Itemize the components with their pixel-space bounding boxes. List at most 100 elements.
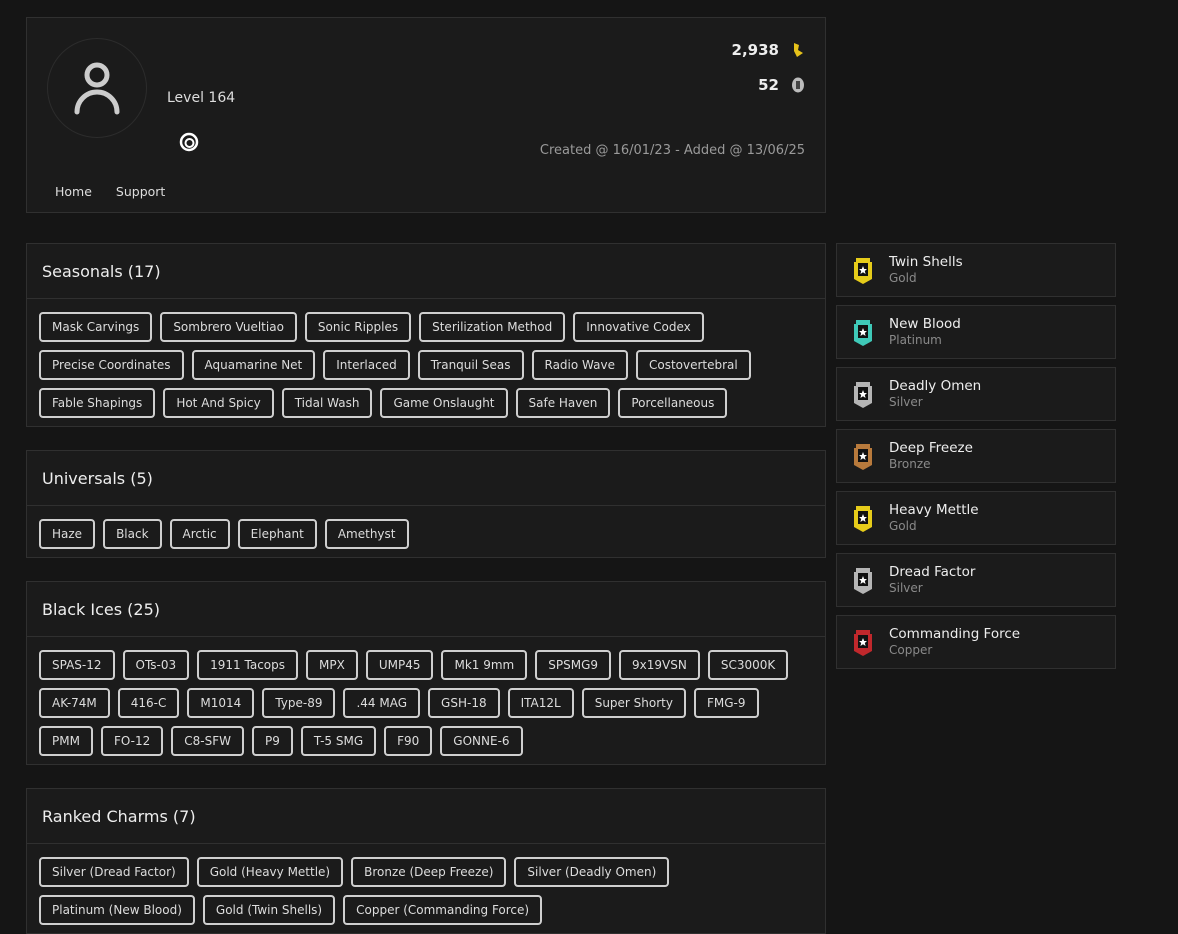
item-tag[interactable]: Sombrero Vueltiao xyxy=(160,312,297,342)
item-tag[interactable]: Haze xyxy=(39,519,96,549)
item-tag[interactable]: Silver (Dread Factor) xyxy=(39,857,189,887)
item-tag[interactable]: OTs-03 xyxy=(122,650,190,680)
profile-nav: Home Support xyxy=(55,184,165,199)
item-tag[interactable]: UMP45 xyxy=(365,650,434,680)
section-title: Universals (5) xyxy=(27,451,825,506)
created-date: Created @ 16/01/23 - Added @ 13/06/25 xyxy=(539,143,805,158)
charm-card[interactable]: Deadly Omen Silver xyxy=(836,367,1116,421)
charm-badge-icon xyxy=(854,568,872,594)
section-2: Black Ices (25) SPAS-12 OTs-03 1911 Tacops M… xyxy=(26,581,826,765)
item-tag[interactable]: Costovertebral xyxy=(635,350,751,380)
charm-name: Deep Freeze xyxy=(889,440,973,456)
nav-home[interactable]: Home xyxy=(55,184,92,199)
item-tag[interactable]: Silver (Deadly Omen) xyxy=(514,857,670,887)
item-tag[interactable]: F90 xyxy=(384,726,433,756)
item-tag[interactable]: GONNE-6 xyxy=(440,726,523,756)
item-tag[interactable]: Mask Carvings xyxy=(39,312,153,342)
charm-card[interactable]: Twin Shells Gold xyxy=(836,243,1116,297)
item-tag[interactable]: Interlaced xyxy=(323,350,410,380)
item-tag[interactable]: Type-89 xyxy=(262,688,336,718)
charm-card[interactable]: Deep Freeze Bronze xyxy=(836,429,1116,483)
item-tag[interactable]: .44 MAG xyxy=(343,688,421,718)
profile-header: Level 164 2,938 52 Created @ 16/01/23 - … xyxy=(26,17,826,213)
tag-list: Silver (Dread Factor) Gold (Heavy Mettle)… xyxy=(27,844,825,933)
credits-icon xyxy=(794,43,803,57)
charm-card[interactable]: Dread Factor Silver xyxy=(836,553,1116,607)
item-tag[interactable]: Game Onslaught xyxy=(380,388,508,418)
ubisoft-icon[interactable] xyxy=(179,132,199,156)
charm-name: Commanding Force xyxy=(889,626,1021,642)
player-level: Level 164 xyxy=(167,90,236,106)
charm-name: Twin Shells xyxy=(889,254,963,270)
credits-value: 2,938 xyxy=(731,41,779,59)
item-tag[interactable]: Bronze (Deep Freeze) xyxy=(351,857,507,887)
user-icon xyxy=(74,62,120,115)
section-3: Ranked Charms (7) Silver (Dread Factor) Go… xyxy=(26,788,826,934)
section-1: Universals (5) Haze Black Arctic Elephant Ame… xyxy=(26,450,826,558)
section-title: Seasonals (17) xyxy=(27,244,825,299)
item-tag[interactable]: Precise Coordinates xyxy=(39,350,184,380)
charm-badge-icon xyxy=(854,630,872,656)
charm-tier: Silver xyxy=(889,581,923,595)
charm-tier: Silver xyxy=(889,395,923,409)
item-tag[interactable]: Safe Haven xyxy=(515,388,611,418)
nav-support[interactable]: Support xyxy=(115,184,166,199)
item-tag[interactable]: 1911 Tacops xyxy=(197,650,299,680)
renown-stat: 52 xyxy=(758,76,805,94)
item-tag[interactable]: Tranquil Seas xyxy=(417,350,524,380)
item-tag[interactable]: P9 xyxy=(251,726,293,756)
item-tag[interactable]: Sterilization Method xyxy=(419,312,566,342)
item-tag[interactable]: Hot And Spicy xyxy=(163,388,274,418)
item-tag[interactable]: C8-SFW xyxy=(171,726,244,756)
item-tag[interactable]: M1014 xyxy=(187,688,255,718)
item-tag[interactable]: Gold (Twin Shells) xyxy=(202,895,336,925)
item-tag[interactable]: SC3000K xyxy=(707,650,789,680)
item-tag[interactable]: 416-C xyxy=(117,688,180,718)
item-tag[interactable]: Mk1 9mm xyxy=(441,650,528,680)
charm-name: Dread Factor xyxy=(889,564,976,580)
charm-tier: Copper xyxy=(889,643,933,657)
item-tag[interactable]: Fable Shapings xyxy=(39,388,156,418)
renown-value: 52 xyxy=(758,76,779,94)
item-tag[interactable]: GSH-18 xyxy=(428,688,500,718)
item-tag[interactable]: PMM xyxy=(39,726,93,756)
charm-badge-icon xyxy=(854,506,872,532)
item-tag[interactable]: ITA12L xyxy=(507,688,574,718)
charm-badge-icon xyxy=(854,382,872,408)
item-tag[interactable]: MPX xyxy=(306,650,358,680)
renown-icon xyxy=(792,77,804,93)
item-tag[interactable]: Gold (Heavy Mettle) xyxy=(196,857,344,887)
item-tag[interactable]: FMG-9 xyxy=(693,688,759,718)
item-tag[interactable]: T-5 SMG xyxy=(300,726,377,756)
item-tag[interactable]: Aquamarine Net xyxy=(191,350,316,380)
item-tag[interactable]: FO-12 xyxy=(100,726,164,756)
item-tag[interactable]: Tidal Wash xyxy=(281,388,373,418)
item-tag[interactable]: Radio Wave xyxy=(531,350,628,380)
item-tag[interactable]: AK-74M xyxy=(39,688,110,718)
item-tag[interactable]: Black xyxy=(103,519,162,549)
tag-list: Haze Black Arctic Elephant Amethyst xyxy=(27,506,825,557)
item-tag[interactable]: Copper (Commanding Force) xyxy=(343,895,543,925)
charm-name: Heavy Mettle xyxy=(889,502,979,518)
item-tag[interactable]: Innovative Codex xyxy=(573,312,704,342)
charm-tier: Bronze xyxy=(889,457,931,471)
tag-list: SPAS-12 OTs-03 1911 Tacops MPX UMP45 Mk1 9mm S… xyxy=(27,637,825,764)
item-tag[interactable]: Arctic xyxy=(169,519,230,549)
charm-name: Deadly Omen xyxy=(889,378,982,394)
avatar xyxy=(47,38,147,138)
item-tag[interactable]: Amethyst xyxy=(324,519,409,549)
item-tag[interactable]: SPSMG9 xyxy=(535,650,612,680)
item-tag[interactable]: SPAS-12 xyxy=(39,650,115,680)
item-tag[interactable]: Platinum (New Blood) xyxy=(39,895,195,925)
item-tag[interactable]: 9x19VSN xyxy=(619,650,700,680)
charm-badge-icon xyxy=(854,444,872,470)
charm-tier: Platinum xyxy=(889,333,942,347)
charm-card[interactable]: Heavy Mettle Gold xyxy=(836,491,1116,545)
item-tag[interactable]: Porcellaneous xyxy=(618,388,728,418)
charm-card[interactable]: New Blood Platinum xyxy=(836,305,1116,359)
item-tag[interactable]: Elephant xyxy=(237,519,317,549)
item-tag[interactable]: Super Shorty xyxy=(581,688,686,718)
credits-stat: 2,938 xyxy=(732,41,805,59)
charm-card[interactable]: Commanding Force Copper xyxy=(836,615,1116,669)
item-tag[interactable]: Sonic Ripples xyxy=(304,312,412,342)
